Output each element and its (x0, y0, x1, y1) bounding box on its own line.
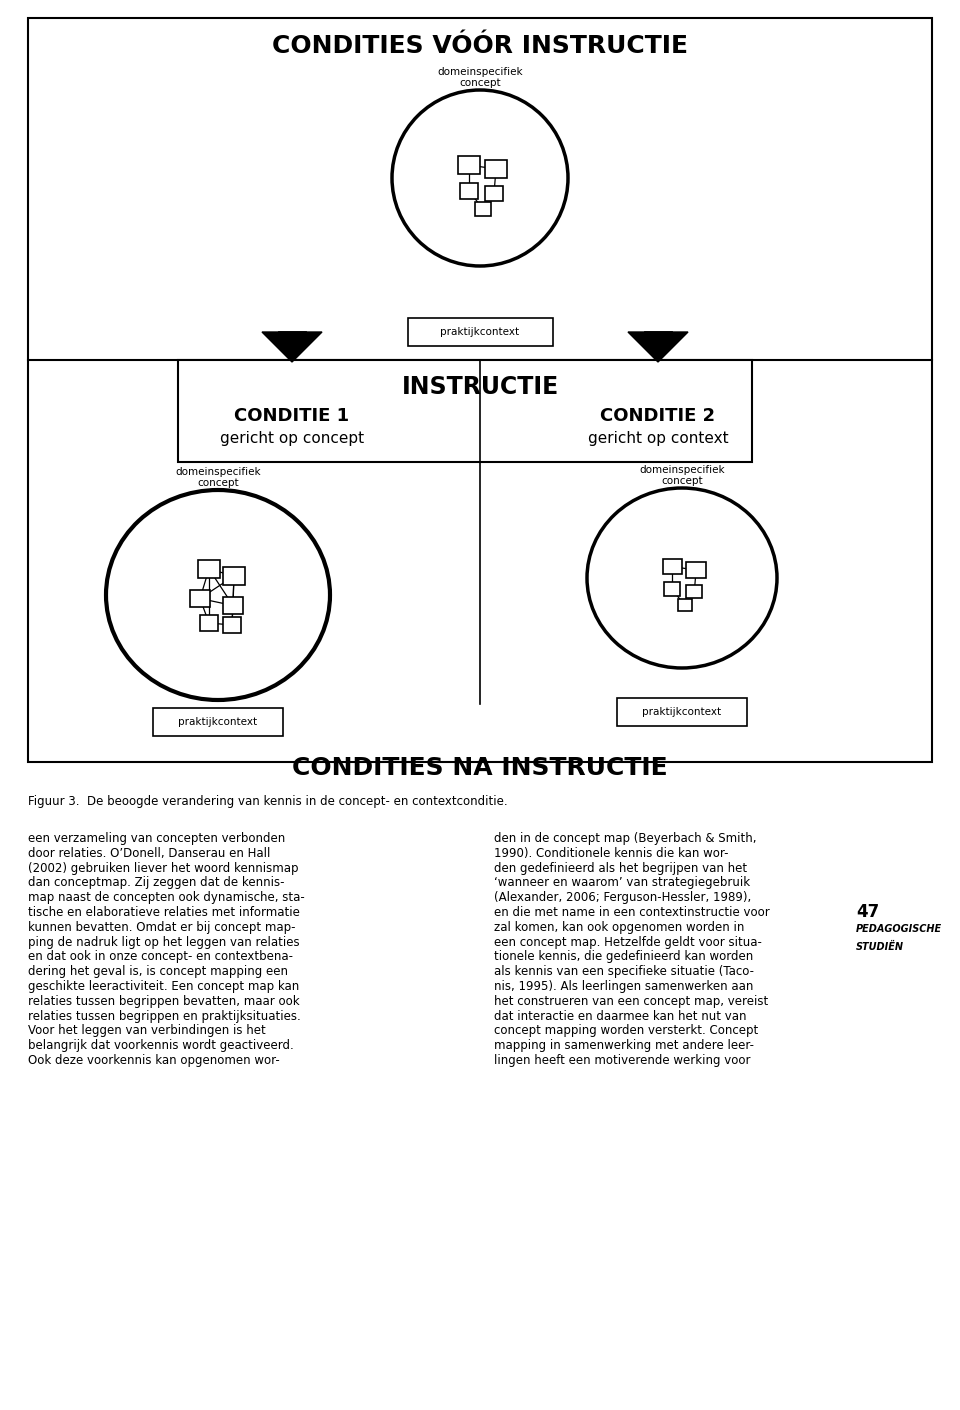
Text: en die met name in een contextinstructie voor: en die met name in een contextinstructie… (494, 907, 770, 919)
Text: ‘wanneer en waarom’ van strategiegebruik: ‘wanneer en waarom’ van strategiegebruik (494, 877, 750, 890)
Bar (407, 319, 553, 345)
Bar (28, 18, 932, 761)
Text: CONDITIE 1: CONDITIE 1 (234, 407, 349, 424)
Bar (645, 331, 671, 345)
Bar (686, 585, 703, 598)
Text: INSTRUCTIE: INSTRUCTIE (401, 375, 559, 399)
Text: Voor het leggen van verbindingen is het: Voor het leggen van verbindingen is het (28, 1025, 266, 1038)
Text: concept: concept (197, 478, 239, 488)
Text: praktijkcontext: praktijkcontext (642, 706, 722, 718)
Bar (198, 560, 220, 578)
Text: door relaties. O’Donell, Danserau en Hall: door relaties. O’Donell, Danserau en Hal… (28, 847, 271, 860)
Bar (200, 615, 218, 632)
Text: (2002) gebruiken liever het woord kennismap: (2002) gebruiken liever het woord kennis… (28, 862, 299, 874)
Text: kunnen bevatten. Omdat er bij concept map-: kunnen bevatten. Omdat er bij concept ma… (28, 921, 296, 933)
Bar (460, 183, 478, 199)
Bar (485, 159, 507, 178)
Bar (662, 558, 682, 574)
Text: domeinspecifiek: domeinspecifiek (639, 465, 725, 475)
Text: domeinspecifiek: domeinspecifiek (437, 68, 523, 78)
Polygon shape (262, 331, 322, 362)
Bar (458, 157, 480, 173)
Text: dat interactie en daarmee kan het nut van: dat interactie en daarmee kan het nut va… (494, 1010, 747, 1022)
Bar (664, 582, 681, 596)
Text: ping de nadruk ligt op het leggen van relaties: ping de nadruk ligt op het leggen van re… (28, 936, 300, 949)
Bar (279, 331, 304, 345)
Text: tionele kennis, die gedefinieerd kan worden: tionele kennis, die gedefinieerd kan wor… (494, 950, 754, 963)
Text: praktijkcontext: praktijkcontext (179, 718, 257, 728)
Ellipse shape (106, 491, 330, 699)
Text: dering het geval is, is concept mapping een: dering het geval is, is concept mapping … (28, 966, 288, 979)
Text: relaties tussen begrippen en praktijksituaties.: relaties tussen begrippen en praktijksit… (28, 1010, 300, 1022)
Text: concept: concept (661, 477, 703, 486)
Text: praktijkcontext: praktijkcontext (441, 327, 519, 337)
Bar (686, 563, 706, 578)
Text: den in de concept map (Beyerbach & Smith,: den in de concept map (Beyerbach & Smith… (494, 832, 756, 845)
Text: domeinspecifiek: domeinspecifiek (175, 467, 261, 477)
Text: relaties tussen begrippen bevatten, maar ook: relaties tussen begrippen bevatten, maar… (28, 995, 300, 1008)
Bar (223, 567, 245, 585)
Text: CONDITIES NA INSTRUCTIE: CONDITIES NA INSTRUCTIE (292, 756, 668, 780)
Text: CONDITIES VÓÓR INSTRUCTIE: CONDITIES VÓÓR INSTRUCTIE (272, 34, 688, 58)
Text: nis, 1995). Als leerlingen samenwerken aan: nis, 1995). Als leerlingen samenwerken a… (494, 980, 754, 993)
Bar (485, 186, 503, 202)
Bar (190, 589, 210, 606)
Text: 1990). Conditionele kennis die kan wor-: 1990). Conditionele kennis die kan wor- (494, 847, 729, 860)
Text: gericht op context: gericht op context (588, 430, 729, 446)
Text: concept mapping worden versterkt. Concept: concept mapping worden versterkt. Concep… (494, 1025, 758, 1038)
Text: gericht op concept: gericht op concept (220, 430, 364, 446)
Bar (223, 618, 241, 633)
Text: belangrijk dat voorkennis wordt geactiveerd.: belangrijk dat voorkennis wordt geactive… (28, 1039, 294, 1052)
Text: zal komen, kan ook opgenomen worden in: zal komen, kan ook opgenomen worden in (494, 921, 744, 933)
Text: Ook deze voorkennis kan opgenomen wor-: Ook deze voorkennis kan opgenomen wor- (28, 1055, 279, 1067)
Text: een concept map. Hetzelfde geldt voor situa-: een concept map. Hetzelfde geldt voor si… (494, 936, 762, 949)
Bar (678, 599, 691, 612)
Text: mapping in samenwerking met andere leer-: mapping in samenwerking met andere leer- (494, 1039, 754, 1052)
Text: PEDAGOGISCHE: PEDAGOGISCHE (856, 924, 942, 933)
Text: Figuur 3.  De beoogde verandering van kennis in de concept- en contextconditie.: Figuur 3. De beoogde verandering van ken… (28, 795, 508, 808)
Text: concept: concept (459, 78, 501, 87)
Text: CONDITIE 2: CONDITIE 2 (600, 407, 715, 424)
Text: het construeren van een concept map, vereist: het construeren van een concept map, ver… (494, 995, 768, 1008)
Text: lingen heeft een motiverende werking voor: lingen heeft een motiverende werking voo… (494, 1055, 751, 1067)
Text: 47: 47 (856, 902, 879, 921)
Text: tische en elaboratieve relaties met informatie: tische en elaboratieve relaties met info… (28, 907, 300, 919)
Text: (Alexander, 2006; Ferguson-Hessler, 1989),: (Alexander, 2006; Ferguson-Hessler, 1989… (494, 891, 752, 904)
Bar (475, 202, 491, 216)
Text: den gedefinieerd als het begrijpen van het: den gedefinieerd als het begrijpen van h… (494, 862, 747, 874)
Text: dan conceptmap. Zij zeggen dat de kennis-: dan conceptmap. Zij zeggen dat de kennis… (28, 877, 284, 890)
Text: en dat ook in onze concept- en contextbena-: en dat ook in onze concept- en contextbe… (28, 950, 293, 963)
Polygon shape (628, 331, 688, 362)
Ellipse shape (587, 488, 777, 668)
Bar (617, 698, 747, 726)
Bar (178, 360, 752, 462)
Text: STUDIËN: STUDIËN (856, 942, 904, 952)
Ellipse shape (392, 90, 568, 266)
Text: als kennis van een specifieke situatie (Taco-: als kennis van een specifieke situatie (… (494, 966, 754, 979)
Text: geschikte leeractiviteit. Een concept map kan: geschikte leeractiviteit. Een concept ma… (28, 980, 300, 993)
Bar (223, 596, 243, 613)
Text: een verzameling van concepten verbonden: een verzameling van concepten verbonden (28, 832, 285, 845)
Bar (153, 708, 283, 736)
Text: map naast de concepten ook dynamische, sta-: map naast de concepten ook dynamische, s… (28, 891, 304, 904)
